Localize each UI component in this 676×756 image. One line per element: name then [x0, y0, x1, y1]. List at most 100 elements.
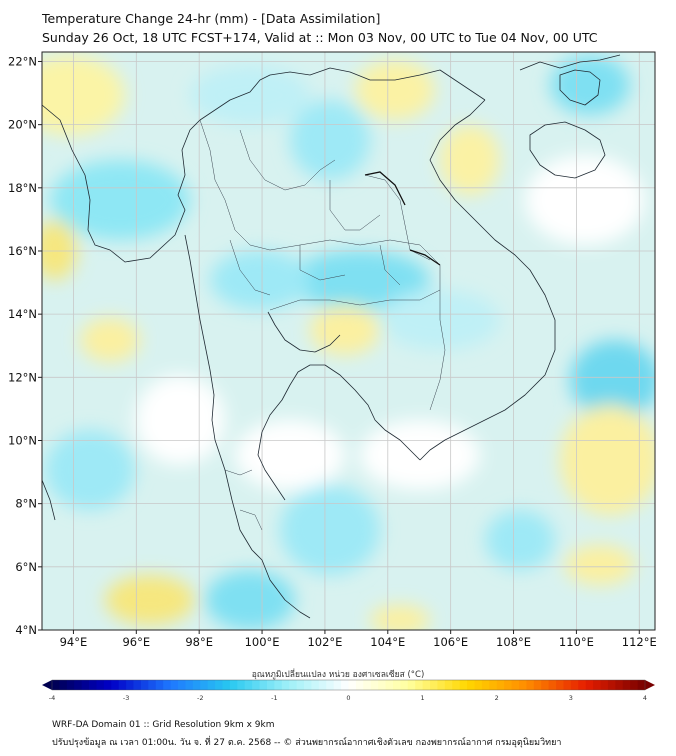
lat-label: 12°N: [8, 370, 37, 384]
footer-update-info: ปรับปรุงข้อมูล ณ เวลา 01:00น. วัน จ. ที่…: [52, 738, 562, 748]
latitude-axis: 22°N 20°N 18°N 16°N 14°N 12°N 10°N 8°N 6°N 4°N: [8, 54, 42, 637]
colorbar-cell: [103, 680, 112, 690]
colorbar-cell: [192, 680, 201, 690]
colorbar-tick-label: 1: [421, 694, 425, 700]
colorbar-cell: [59, 680, 68, 690]
lat-label: 6°N: [15, 560, 37, 574]
colorbar-cell: [430, 680, 438, 690]
colorbar-cell: [548, 680, 557, 690]
lat-label: 4°N: [15, 623, 37, 637]
colorbar-cell: [148, 680, 157, 690]
colorbar-tick-label: 2: [495, 694, 499, 700]
lon-label: 108°E: [496, 635, 531, 649]
colorbar-cell: [126, 680, 134, 690]
lon-label: 96°E: [122, 635, 150, 649]
lat-label: 22°N: [8, 54, 37, 68]
colorbar-cell: [378, 680, 386, 690]
colorbar-cell: [622, 680, 631, 690]
colorbar-cell: [170, 680, 179, 690]
admin-boundaries: [199, 119, 446, 531]
colorbar-cell: [341, 680, 349, 690]
colorbar-cell: [326, 680, 335, 690]
colorbar-cell: [563, 680, 572, 690]
colorbar-cell: [318, 680, 327, 690]
colorbar-tick-label: -3: [123, 694, 129, 700]
colorbar-cell: [452, 680, 461, 690]
colorbar-cell: [615, 680, 624, 690]
colorbar-cell: [348, 680, 357, 690]
colorbar-cell: [140, 680, 149, 690]
colorbar: -4 -3 -2 -1 0 1 2 3 4: [42, 679, 655, 700]
colorbar-cell: [281, 680, 290, 690]
colorbar-cell: [111, 680, 120, 690]
colorbar-cell: [259, 680, 268, 690]
colorbar-cell: [66, 680, 75, 690]
colorbar-cell: [533, 680, 542, 690]
colorbar-cell: [385, 680, 394, 690]
temperature-field: [42, 55, 655, 630]
colorbar-cell: [474, 680, 483, 690]
colorbar-cell: [89, 680, 97, 690]
colorbar-cell: [407, 680, 416, 690]
coastlines: [42, 54, 621, 619]
colorbar-cell: [252, 680, 260, 690]
lon-label: 104°E: [370, 635, 405, 649]
colorbar-cell: [511, 680, 520, 690]
colorbar-cell: [570, 680, 579, 690]
colorbar-tick-label: -4: [49, 694, 55, 700]
lon-label: 100°E: [245, 635, 280, 649]
colorbar-cell: [163, 680, 171, 690]
colorbar-cell: [585, 680, 594, 690]
colorbar-cell: [178, 680, 186, 690]
lat-label: 16°N: [8, 244, 37, 258]
colorbar-cell: [296, 680, 305, 690]
chart-subtitle: Sunday 26 Oct, 18 UTC FCST+174, Valid at…: [42, 30, 598, 45]
lat-label: 18°N: [8, 181, 37, 195]
colorbar-cell: [518, 680, 527, 690]
lat-label: 10°N: [8, 433, 37, 447]
chart-title: Temperature Change 24-hr (mm) - [Data As…: [42, 11, 381, 26]
colorbar-cell: [74, 680, 83, 690]
colorbar-tick-label: 3: [569, 694, 573, 700]
colorbar-cell: [96, 680, 105, 690]
colorbar-cell: [400, 680, 409, 690]
colorbar-cell: [289, 680, 298, 690]
lon-label: 94°E: [60, 635, 88, 649]
colorbar-cell: [274, 680, 283, 690]
colorbar-cell: [489, 680, 498, 690]
colorbar-cell: [637, 680, 646, 690]
colorbar-cell: [155, 680, 164, 690]
map-canvas: 94°E 96°E 98°E 100°E 102°E 104°E 106°E 108°E 110…: [8, 51, 657, 700]
colorbar-cell: [266, 680, 275, 690]
lon-label: 110°E: [559, 635, 594, 649]
lat-label: 8°N: [15, 497, 37, 511]
colorbar-cell: [118, 680, 127, 690]
colorbar-cell: [229, 680, 238, 690]
colorbar-cell: [437, 680, 446, 690]
colorbar-cell: [363, 680, 372, 690]
colorbar-cell: [52, 680, 60, 690]
colorbar-low-extend: [42, 680, 52, 690]
colorbar-cell: [481, 680, 490, 690]
colorbar-cell: [244, 680, 253, 690]
map-border: [41, 51, 656, 631]
colorbar-cell: [133, 680, 142, 690]
colorbar-cell: [630, 680, 638, 690]
colorbar-high-extend: [645, 680, 655, 690]
colorbar-cell: [541, 680, 550, 690]
lon-label: 106°E: [433, 635, 468, 649]
colorbar-cell: [311, 680, 320, 690]
colorbar-label: อุณหภูมิเปลี่ยนแปลง หน่วย องศาเซลเซียส (…: [251, 670, 425, 680]
colorbar-cell: [496, 680, 505, 690]
colorbar-cell: [333, 680, 342, 690]
colorbar-cell: [459, 680, 468, 690]
lat-label: 14°N: [8, 307, 37, 321]
colorbar-cell: [304, 680, 312, 690]
colorbar-cell: [578, 680, 587, 690]
colorbar-cell: [215, 680, 223, 690]
colorbar-cell: [415, 680, 424, 690]
colorbar-cell: [444, 680, 453, 690]
colorbar-cell: [200, 680, 209, 690]
colorbar-cell: [392, 680, 401, 690]
longitude-axis: 94°E 96°E 98°E 100°E 102°E 104°E 106°E 108°E 110…: [60, 630, 657, 649]
